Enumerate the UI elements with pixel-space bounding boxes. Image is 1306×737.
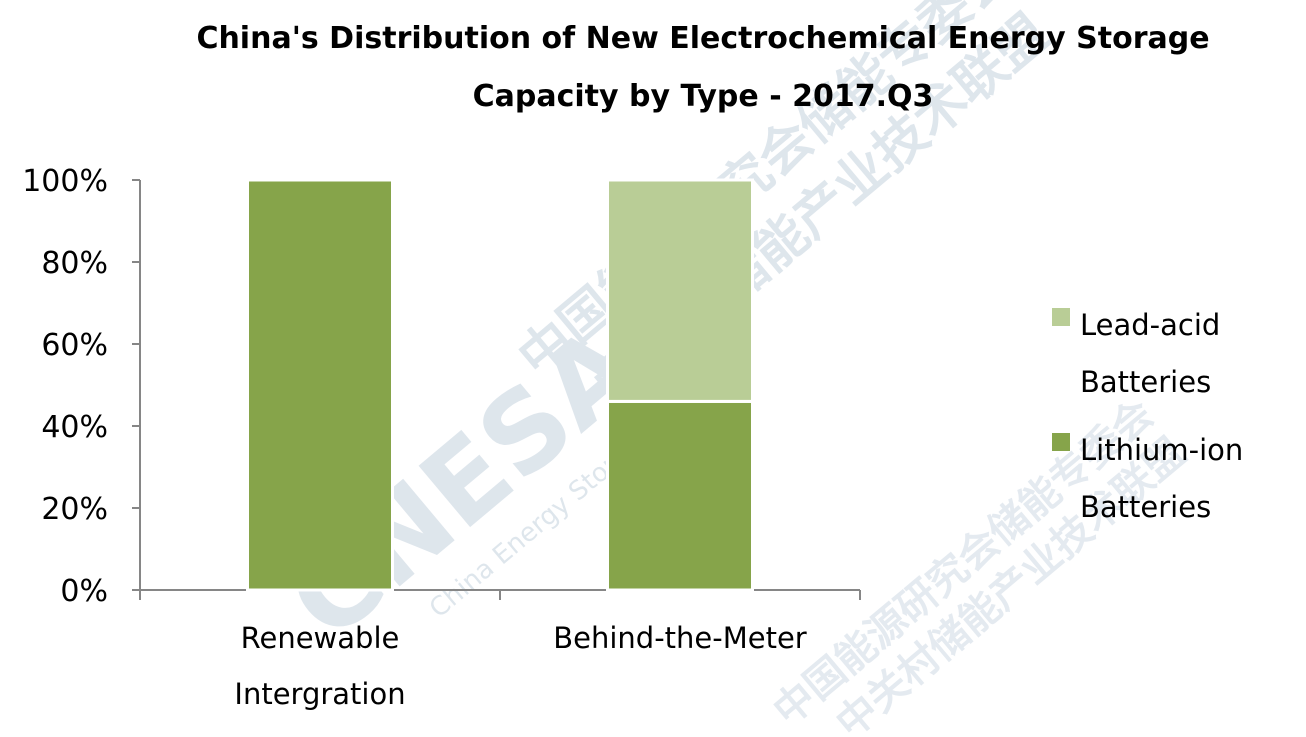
chart-title-line-2: Capacity by Type - 2017.Q3	[473, 79, 934, 114]
watermark-line-4: 中关村储能产业技术联盟	[828, 429, 1195, 733]
legend-label: Batteries	[1080, 365, 1211, 399]
legend-label: Lead-acid	[1080, 308, 1220, 342]
legend-label: Batteries	[1080, 490, 1211, 524]
y-tick-label: 20%	[41, 492, 108, 527]
legend-swatch	[1052, 433, 1070, 451]
bar-segment-lead-acid	[606, 178, 754, 403]
chart-title-line-1: China's Distribution of New Electrochemi…	[196, 21, 1209, 56]
watermark-line-1: 中国能源研究会储能专委会	[508, 0, 1025, 389]
y-tick-label: 100%	[22, 164, 108, 199]
y-tick-label: 0%	[60, 574, 108, 609]
y-tick-label: 80%	[41, 246, 108, 281]
legend: Lead-acid Batteries Lithium-ion Batteries	[1052, 308, 1243, 524]
bars	[246, 178, 754, 592]
legend-swatch	[1052, 308, 1070, 326]
y-tick-label: 40%	[41, 410, 108, 445]
x-category-label: Renewable	[241, 621, 400, 655]
axes: 0% 20% 40% 60% 80% 100% Renewable Intergration B…	[22, 164, 861, 711]
y-tick-label: 60%	[41, 328, 108, 363]
bar-segment-lithium-ion	[606, 399, 754, 592]
x-category-label: Behind-the-Meter	[553, 621, 807, 655]
legend-label: Lithium-ion	[1080, 433, 1243, 467]
x-category-label: Intergration	[234, 677, 405, 711]
chart-title: China's Distribution of New Electrochemi…	[196, 21, 1209, 114]
bar-segment-lithium-ion	[246, 178, 394, 592]
